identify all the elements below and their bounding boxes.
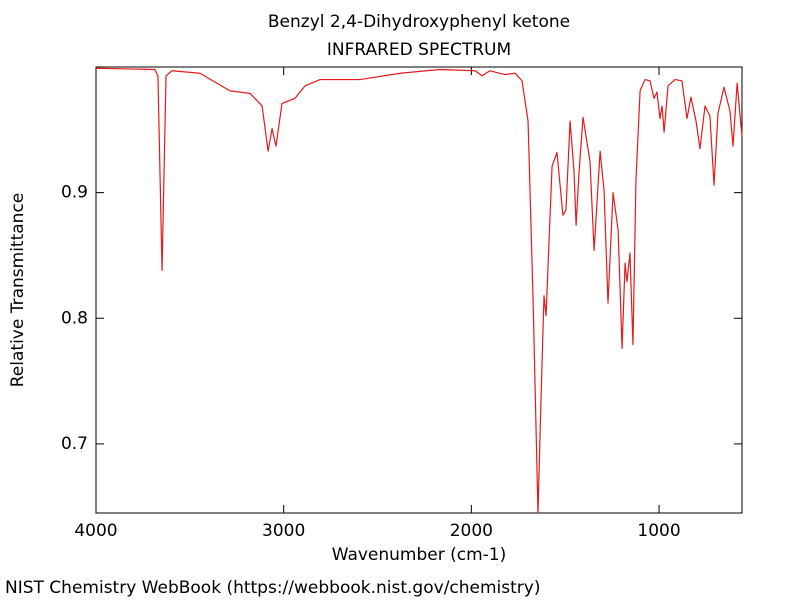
spectrum-line — [95, 67, 743, 514]
y-axis-label: Relative Transmittance — [8, 193, 28, 388]
chart-title: Benzyl 2,4-Dihydroxyphenyl ketone — [268, 12, 570, 32]
x-axis-label: Wavenumber (cm-1) — [332, 545, 507, 565]
x-tick-label: 1000 — [637, 521, 680, 541]
y-tick-label: 0.8 — [61, 308, 88, 328]
x-tick-label: 2000 — [450, 521, 493, 541]
chart-subtitle: INFRARED SPECTRUM — [327, 40, 511, 60]
y-tick-label: 0.9 — [61, 183, 88, 203]
x-tick-label: 4000 — [74, 521, 117, 541]
footer: NIST Chemistry WebBook (https://webbook.… — [5, 578, 540, 598]
plot-frame — [95, 66, 743, 514]
x-tick-label: 3000 — [262, 521, 305, 541]
y-tick-label: 0.7 — [61, 434, 88, 454]
